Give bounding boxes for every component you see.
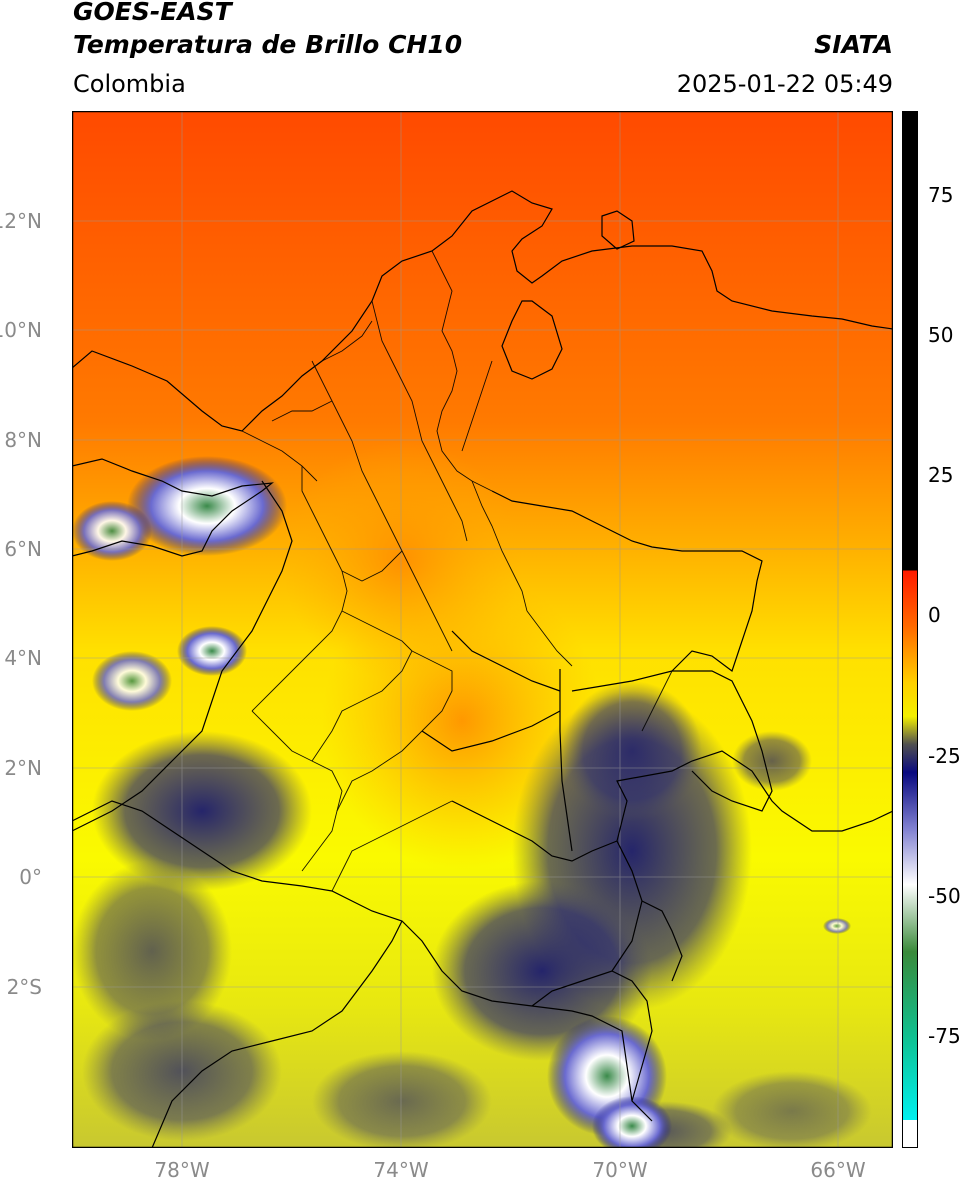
colorbar-tick-label: -50 xyxy=(928,883,961,908)
organization-label: SIATA xyxy=(814,30,893,59)
lat-tick-label: 0° xyxy=(19,865,42,889)
lat-tick-label: 2°S xyxy=(6,975,42,999)
country-borders xyxy=(72,190,893,1148)
graticule xyxy=(72,111,893,1148)
cloud-systems xyxy=(72,456,872,1148)
colorbar-tick-label: 25 xyxy=(928,463,954,488)
lat-tick-label: 10°N xyxy=(0,318,42,342)
lat-tick-label: 12°N xyxy=(0,209,42,233)
colorbar-tick-label: -75 xyxy=(928,1023,961,1048)
lon-tick-label: 78°W xyxy=(154,1158,210,1182)
department-borders xyxy=(241,250,673,892)
colorbar-tick-label: -25 xyxy=(928,743,961,768)
colorbar-tick-label: 75 xyxy=(928,183,954,208)
lat-tick-label: 2°N xyxy=(4,756,42,780)
colorbar-scale xyxy=(902,111,918,1148)
timestamp-label: 2025-01-22 05:49 xyxy=(676,70,893,98)
colorbar-tick-label: 0 xyxy=(928,603,941,628)
warm-region xyxy=(282,441,522,681)
lat-tick-label: 8°N xyxy=(4,428,42,452)
map-frame xyxy=(72,111,893,1148)
colorbar xyxy=(902,111,918,1148)
lon-tick-label: 66°W xyxy=(810,1158,866,1182)
lat-tick-label: 6°N xyxy=(4,537,42,561)
region-label: Colombia xyxy=(73,70,186,98)
colorbar-tick-label: 50 xyxy=(928,323,954,348)
lon-tick-label: 74°W xyxy=(373,1158,429,1182)
map-canvas xyxy=(72,111,893,1148)
product-title: Temperatura de Brillo CH10 xyxy=(73,30,463,59)
satellite-name: GOES-EAST xyxy=(73,0,232,26)
lon-tick-label: 70°W xyxy=(592,1158,648,1182)
brightness-temperature-map xyxy=(72,111,893,1148)
lat-tick-label: 4°N xyxy=(4,646,42,670)
